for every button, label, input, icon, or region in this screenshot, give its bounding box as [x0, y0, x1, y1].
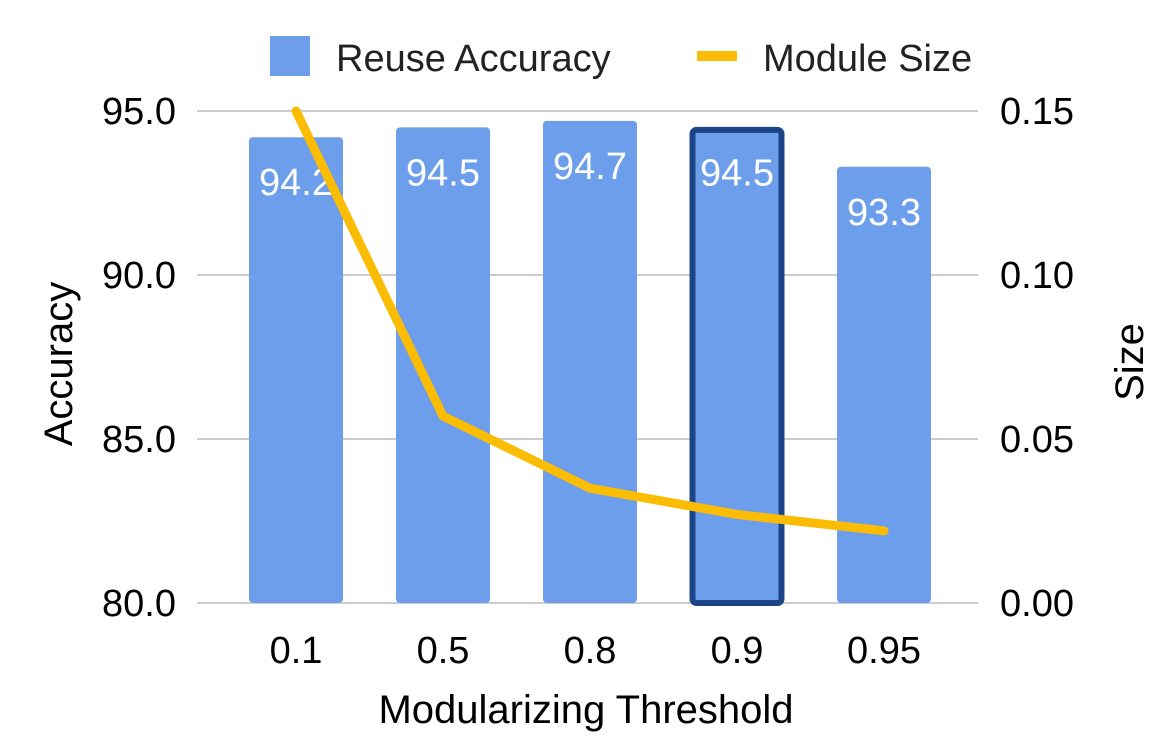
x-tick-label-0-1: 0.1	[270, 630, 323, 672]
legend: Reuse Accuracy Module Size	[270, 36, 972, 80]
bar-0-9	[689, 126, 785, 606]
y-axis-left-title: Accuracy	[37, 282, 81, 447]
y-axis-left-ticks: 80.0 85.0 90.0 95.0	[102, 91, 176, 625]
x-tick-label-0-95: 0.95	[847, 630, 921, 672]
y-tick-label-left: 95.0	[102, 91, 176, 133]
module-size-point-0-95	[879, 526, 889, 536]
module-size-point-0-1	[291, 106, 301, 116]
bar-value-label-0-5: 94.5	[406, 152, 480, 194]
bar-0-8	[543, 120, 637, 603]
bar-value-label-0-9: 94.5	[700, 152, 774, 194]
module-size-point-0-5	[438, 411, 448, 421]
bars	[249, 120, 931, 606]
bar-0-1	[249, 137, 343, 604]
x-tick-label-0-8: 0.8	[564, 630, 617, 672]
x-tick-label-0-9: 0.9	[711, 630, 764, 672]
bar-labels: 94.2 94.5 94.7 94.593.3	[259, 146, 921, 234]
bar-value-label-0-8: 94.7	[553, 146, 627, 188]
y-axis-right-title: Size	[1108, 323, 1152, 401]
y-tick-label-right: 0.15	[1000, 91, 1074, 133]
x-tick-label-0-5: 0.5	[417, 630, 470, 672]
size-line	[291, 106, 889, 536]
y-axis-right-ticks: 0.00 0.05 0.10 0.15	[1000, 91, 1074, 625]
y-tick-label-right: 0.05	[1000, 419, 1074, 461]
legend-label-reuse-accuracy: Reuse Accuracy	[336, 38, 611, 80]
legend-label-module-size: Module Size	[763, 38, 972, 80]
legend-swatch-reuse-accuracy	[270, 36, 310, 76]
y-tick-label-left: 80.0	[102, 583, 176, 625]
x-axis-ticks: 0.1 0.5 0.8 0.9 0.95	[270, 630, 921, 672]
y-tick-label-right: 0.00	[1000, 583, 1074, 625]
legend-swatch-module-size	[697, 51, 737, 61]
module-size-point-0-9	[732, 509, 742, 519]
bar-0-95	[837, 166, 931, 603]
y-tick-label-right: 0.10	[1000, 255, 1074, 297]
y-tick-label-left: 90.0	[102, 255, 176, 297]
bar-value-label-0-95: 93.3	[847, 192, 921, 234]
x-axis-title: Modularizing Threshold	[378, 688, 793, 732]
y-tick-label-left: 85.0	[102, 419, 176, 461]
bar-0-5	[396, 127, 490, 604]
module-size-point-0-8	[585, 483, 595, 493]
